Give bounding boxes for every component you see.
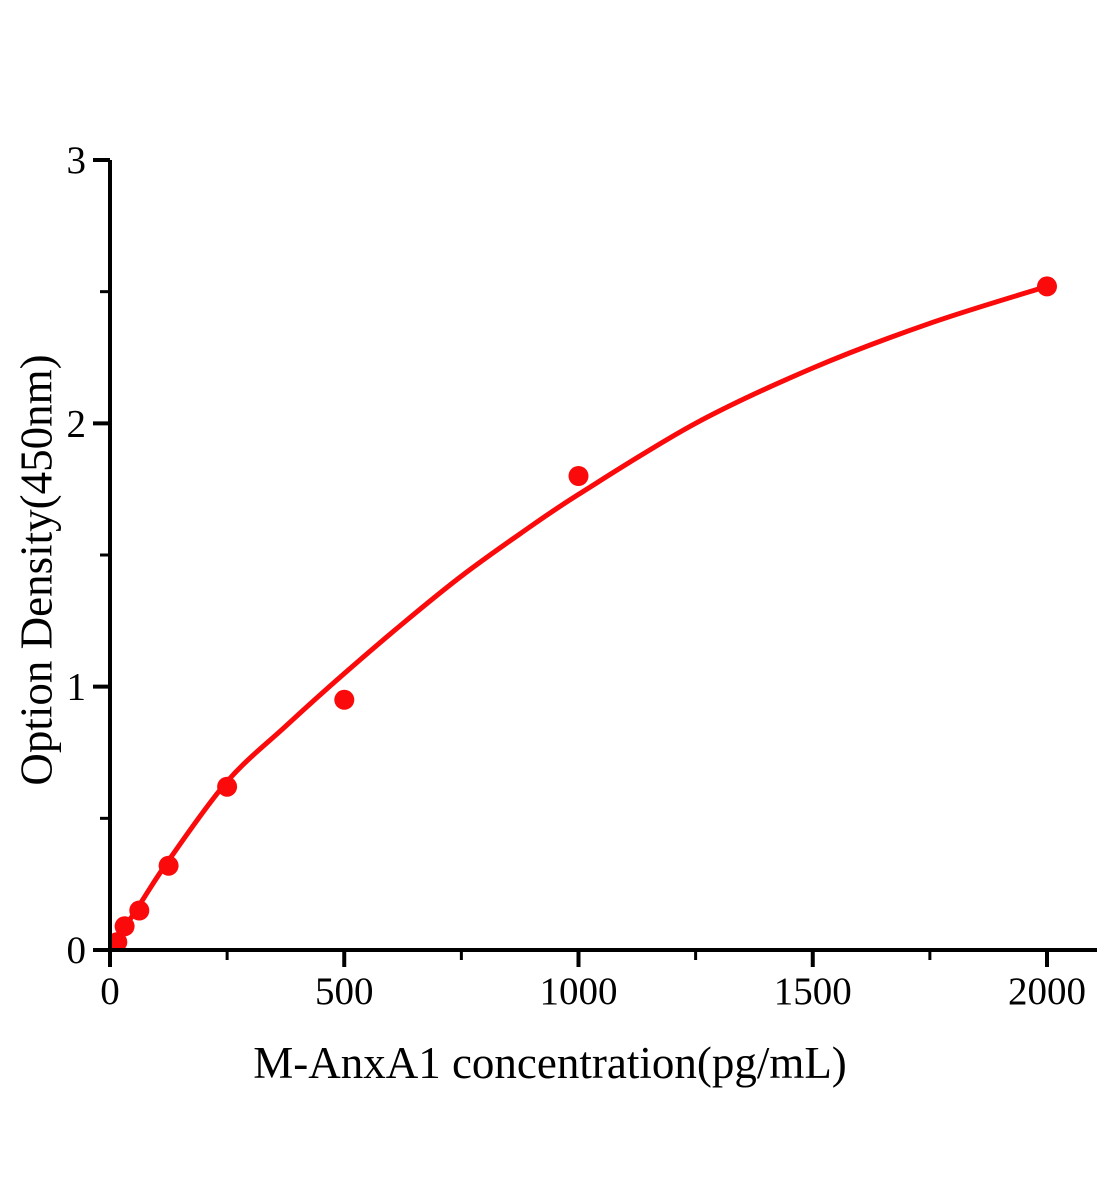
data-point <box>334 689 355 710</box>
data-point <box>158 855 179 876</box>
data-point <box>114 916 135 937</box>
x-tick-label: 2000 <box>1008 970 1086 1013</box>
x-tick-label: 500 <box>315 970 374 1013</box>
x-tick-label: 1500 <box>774 970 852 1013</box>
fit-curve <box>111 283 1050 950</box>
y-tick-label: 0 <box>67 929 87 972</box>
data-point <box>129 900 150 921</box>
data-point <box>1037 276 1057 297</box>
y-tick-label: 3 <box>67 139 87 182</box>
y-axis-label: Option Density(450nm) <box>11 354 62 786</box>
y-tick-label: 1 <box>67 666 87 709</box>
x-tick-label: 1000 <box>540 970 618 1013</box>
data-point <box>568 466 589 486</box>
x-tick-label: 0 <box>100 970 120 1013</box>
data-point <box>111 932 128 950</box>
data-point <box>217 776 238 797</box>
x-axis-label: M-AnxA1 concentration(pg/mL) <box>253 1038 847 1088</box>
y-tick-label: 2 <box>67 402 87 445</box>
